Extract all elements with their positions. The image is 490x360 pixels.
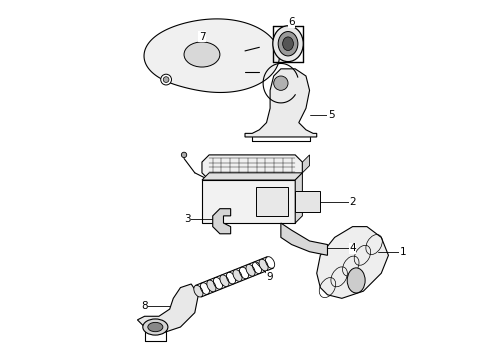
Polygon shape [317,226,389,298]
Text: 6: 6 [288,17,295,27]
Text: 8: 8 [141,301,148,311]
Text: 2: 2 [349,197,356,207]
Polygon shape [144,19,279,93]
Polygon shape [281,223,327,255]
Ellipse shape [278,32,298,56]
Polygon shape [245,69,317,137]
Polygon shape [202,173,302,180]
Polygon shape [295,173,302,223]
Text: 5: 5 [328,111,334,121]
Circle shape [163,77,169,82]
Text: 3: 3 [184,215,191,224]
Polygon shape [202,180,295,223]
Ellipse shape [143,319,168,335]
Ellipse shape [246,265,255,276]
Polygon shape [137,284,198,334]
Ellipse shape [194,285,203,297]
FancyBboxPatch shape [256,187,288,216]
Ellipse shape [207,280,216,292]
Ellipse shape [184,42,220,67]
Polygon shape [213,209,231,234]
Polygon shape [202,155,302,180]
Text: 9: 9 [267,272,273,282]
Text: 7: 7 [198,32,205,41]
Ellipse shape [273,26,303,62]
Text: 4: 4 [349,243,356,253]
Polygon shape [302,155,310,173]
Circle shape [161,74,171,85]
Ellipse shape [259,259,268,271]
Text: 1: 1 [399,247,406,257]
Ellipse shape [283,37,294,50]
Ellipse shape [233,270,242,282]
Ellipse shape [148,322,163,332]
Ellipse shape [274,76,288,90]
Ellipse shape [181,152,187,158]
Ellipse shape [347,268,365,293]
Ellipse shape [220,275,229,287]
FancyBboxPatch shape [295,191,320,212]
